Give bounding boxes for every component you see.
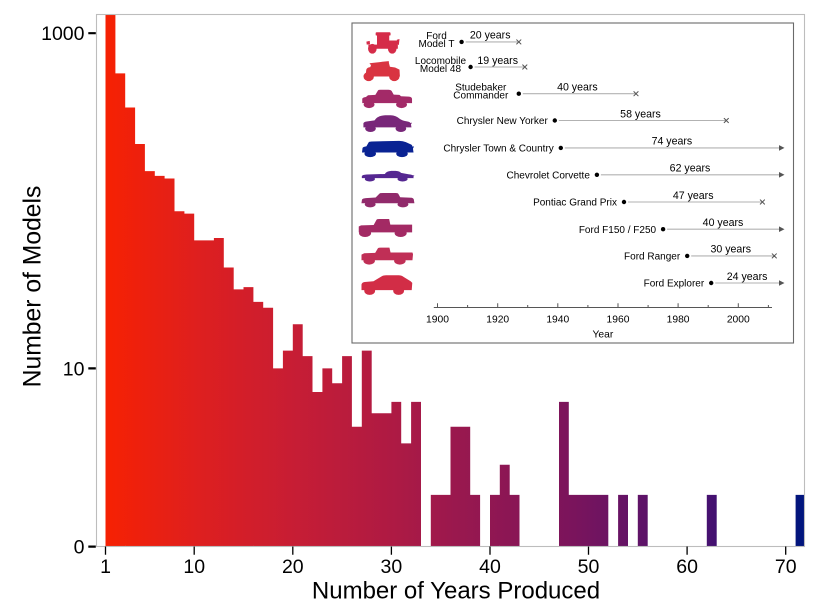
svg-text:24 years: 24 years bbox=[727, 271, 768, 283]
svg-text:10: 10 bbox=[63, 358, 85, 380]
svg-text:Ford: Ford bbox=[426, 31, 447, 42]
svg-text:60: 60 bbox=[676, 556, 698, 578]
svg-text:30: 30 bbox=[381, 556, 403, 578]
svg-text:Model 48: Model 48 bbox=[420, 64, 462, 75]
svg-text:40 years: 40 years bbox=[557, 82, 598, 94]
svg-text:2000: 2000 bbox=[727, 314, 750, 325]
svg-text:Locomobile: Locomobile bbox=[415, 56, 467, 67]
svg-text:Year: Year bbox=[592, 330, 613, 341]
svg-text:1960: 1960 bbox=[607, 314, 630, 325]
svg-text:40 years: 40 years bbox=[703, 217, 744, 229]
svg-text:20: 20 bbox=[282, 556, 304, 578]
svg-text:Studebaker: Studebaker bbox=[455, 83, 507, 94]
svg-text:Chrysler Town & Country: Chrysler Town & Country bbox=[443, 144, 553, 155]
svg-text:70: 70 bbox=[775, 556, 797, 578]
svg-text:1920: 1920 bbox=[486, 314, 509, 325]
svg-text:74 years: 74 years bbox=[652, 136, 693, 148]
svg-text:10: 10 bbox=[183, 556, 205, 578]
svg-text:19 years: 19 years bbox=[477, 55, 518, 67]
svg-text:0: 0 bbox=[74, 537, 85, 559]
svg-text:1980: 1980 bbox=[667, 314, 690, 325]
svg-text:Number of Years Produced: Number of Years Produced bbox=[312, 578, 600, 605]
svg-text:Chrysler New Yorker: Chrysler New Yorker bbox=[457, 116, 549, 127]
svg-text:1: 1 bbox=[100, 556, 111, 578]
svg-text:40: 40 bbox=[479, 556, 501, 578]
svg-text:47 years: 47 years bbox=[673, 190, 714, 202]
svg-text:Pontiac Grand Prix: Pontiac Grand Prix bbox=[533, 198, 617, 209]
svg-text:62 years: 62 years bbox=[670, 163, 711, 175]
svg-text:1900: 1900 bbox=[426, 314, 449, 325]
svg-text:58 years: 58 years bbox=[620, 108, 661, 120]
svg-text:Commander: Commander bbox=[453, 91, 509, 102]
svg-text:Ford F150 / F250: Ford F150 / F250 bbox=[579, 225, 657, 236]
svg-text:30 years: 30 years bbox=[710, 244, 751, 256]
svg-text:Chevrolet Corvette: Chevrolet Corvette bbox=[507, 170, 591, 181]
svg-text:50: 50 bbox=[578, 556, 600, 578]
svg-text:Model T: Model T bbox=[419, 39, 455, 50]
svg-text:Ford Ranger: Ford Ranger bbox=[624, 252, 681, 263]
svg-text:1940: 1940 bbox=[546, 314, 569, 325]
svg-text:Number of Models: Number of Models bbox=[20, 186, 47, 388]
svg-text:20 years: 20 years bbox=[470, 30, 511, 42]
svg-text:Ford Explorer: Ford Explorer bbox=[644, 279, 705, 290]
svg-text:1000: 1000 bbox=[41, 23, 85, 45]
